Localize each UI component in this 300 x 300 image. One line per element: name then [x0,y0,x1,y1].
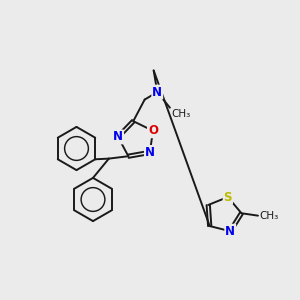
Text: S: S [224,190,232,203]
Text: N: N [113,130,123,143]
Text: CH₃: CH₃ [171,109,190,119]
Text: N: N [152,85,162,99]
Text: CH₃: CH₃ [259,211,278,220]
Text: O: O [148,124,158,137]
Text: N: N [145,146,155,159]
Text: N: N [225,225,235,238]
